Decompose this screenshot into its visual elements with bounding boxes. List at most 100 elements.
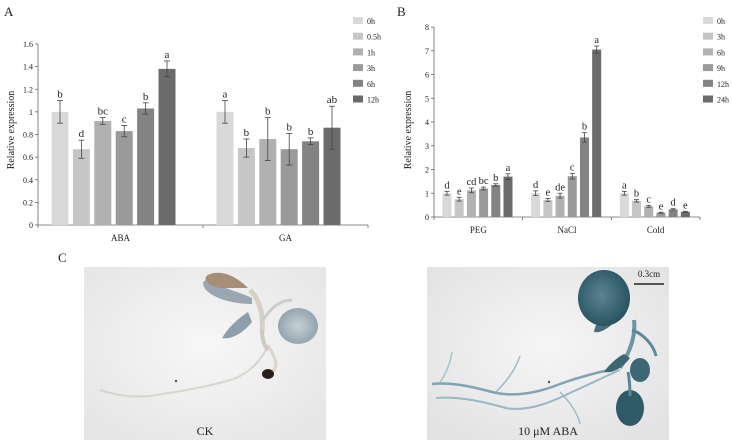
chart-b-legend-swatch xyxy=(703,95,713,103)
chart-b-y-tick-label: 6 xyxy=(425,71,429,80)
chart-a-y-tick-label: 1 xyxy=(29,108,33,117)
chart-b-bar xyxy=(567,176,577,217)
chart-b-legend-swatch xyxy=(703,79,713,87)
caption-aba: 10 μM ABA xyxy=(518,424,578,438)
chart-b-significance-letter: b xyxy=(634,189,639,200)
chart-b-bar xyxy=(543,199,553,217)
chart-b-legend-swatch xyxy=(703,17,713,24)
chart-b-bar xyxy=(592,49,602,217)
panel-letter-a: A xyxy=(4,4,14,19)
chart-b-legend-swatch xyxy=(703,32,713,40)
chart-a: Relative expression 0 0.2 0.4 0.6 0.8 1 1.2 1.4… xyxy=(6,17,381,243)
chart-b-bar xyxy=(632,200,642,217)
chart-a-bar xyxy=(216,111,234,225)
chart-b: Relative expression 0 1 2 3 4 5 6 7 8 PEG NaCl Cold… xyxy=(403,17,729,235)
chart-b-y-tick-label: 7 xyxy=(425,47,429,56)
chart-b-bar xyxy=(491,184,501,217)
chart-a-significance-letter: b xyxy=(244,127,250,139)
chart-b-significance-letter: b xyxy=(582,122,587,133)
chart-b-significance-letter: a xyxy=(506,163,511,174)
chart-a-y-tick-label: 1.2 xyxy=(23,85,33,94)
chart-b-significance-letter: d xyxy=(533,180,539,191)
chart-a-ylabel: Relative expression xyxy=(6,91,17,170)
chart-a-y-tick-label: 0.2 xyxy=(23,198,33,207)
chart-b-bar xyxy=(644,206,654,217)
chart-a-y-tick-label: 0.4 xyxy=(23,176,33,185)
chart-b-y-tick-label: 1 xyxy=(425,189,429,198)
chart-b-significance-letter: d xyxy=(671,198,677,209)
chart-a-bar xyxy=(51,111,69,225)
chart-b-bar xyxy=(479,188,489,217)
panel-letter-b: B xyxy=(397,4,406,19)
chart-b-bar xyxy=(442,193,452,217)
chart-b-bar xyxy=(531,193,541,217)
chart-a-bar xyxy=(259,139,277,225)
chart-b-significance-letter: e xyxy=(683,200,688,211)
chart-b-significance-letter: e xyxy=(457,186,462,197)
chart-b-x-tick-label: NaCl xyxy=(558,225,577,235)
chart-a-y-tick-label: 0 xyxy=(29,221,33,230)
chart-a-significance-letter: ab xyxy=(327,94,338,106)
chart-b-legend-swatch xyxy=(703,64,713,72)
chart-a-bar xyxy=(158,68,176,225)
chart-a-significance-letter: b xyxy=(57,89,63,101)
chart-b-bar xyxy=(454,199,464,217)
chart-b-y-tick-label: 3 xyxy=(425,142,429,151)
chart-b-legend-label: 9h xyxy=(717,64,725,73)
chart-b-y-tick-label: 5 xyxy=(425,94,429,103)
chart-a-x-tick-label: ABA xyxy=(111,233,131,243)
chart-a-significance-letter: b xyxy=(308,126,314,138)
chart-a-bar xyxy=(137,108,155,225)
chart-b-significance-letter: c xyxy=(570,162,575,173)
chart-b-bar xyxy=(579,137,589,217)
chart-a-y-tick-label: 0.8 xyxy=(23,131,33,140)
chart-a-legend-label: 12h xyxy=(367,96,379,105)
chart-b-x-tick-label: Cold xyxy=(647,225,665,235)
chart-a-significance-letter: a xyxy=(165,49,170,61)
chart-b-legend-label: 24h xyxy=(717,96,729,105)
caption-ck: CK xyxy=(197,424,214,438)
chart-b-significance-letter: de xyxy=(555,182,565,193)
chart-a-significance-letter: b xyxy=(286,121,292,133)
chart-b-y-tick-label: 0 xyxy=(425,213,429,222)
photo-ck: CK xyxy=(84,267,326,440)
chart-b-legend-label: 12h xyxy=(717,80,729,89)
chart-a-legend-label: 0.5h xyxy=(367,33,381,42)
chart-a-x-tick-label: GA xyxy=(279,233,292,243)
chart-b-bar xyxy=(503,176,513,217)
chart-b-ylabel: Relative expression xyxy=(403,91,414,170)
chart-a-legend-label: 0h xyxy=(367,17,375,26)
chart-a-bar xyxy=(115,131,133,225)
chart-a-legend-swatch xyxy=(353,17,363,24)
chart-a-y-tick-label: 1.6 xyxy=(23,40,33,49)
chart-a-bar xyxy=(302,141,320,225)
chart-b-significance-letter: c xyxy=(646,194,651,205)
chart-b-legend-label: 6h xyxy=(717,48,725,57)
chart-b-significance-letter: b xyxy=(493,173,498,184)
chart-a-significance-letter: b xyxy=(143,91,149,103)
chart-a-significance-letter: b xyxy=(265,106,271,118)
chart-b-legend-swatch xyxy=(703,48,713,56)
chart-b-significance-letter: bc xyxy=(479,176,489,187)
chart-b-significance-letter: d xyxy=(444,180,450,191)
chart-a-legend-label: 6h xyxy=(367,80,375,89)
chart-a-legend-label: 1h xyxy=(367,48,375,57)
chart-b-bar xyxy=(466,190,476,217)
chart-b-bar xyxy=(555,195,565,217)
chart-b-y-tick-label: 2 xyxy=(425,166,429,175)
chart-a-significance-letter: a xyxy=(223,89,228,101)
chart-b-y-tick-label: 4 xyxy=(425,118,429,127)
chart-a-bar xyxy=(94,120,112,225)
chart-a-legend-swatch xyxy=(353,79,363,87)
chart-a-bar xyxy=(323,127,341,225)
chart-a-y-tick-label: 1.4 xyxy=(23,63,33,72)
chart-a-legend-swatch xyxy=(353,64,363,72)
chart-b-bar xyxy=(680,211,690,217)
chart-b-y-tick-label: 8 xyxy=(425,23,429,32)
chart-b-x-tick-label: PEG xyxy=(470,225,488,235)
chart-a-bar xyxy=(72,149,90,225)
chart-b-significance-letter: a xyxy=(594,35,599,46)
chart-b-legend-label: 0h xyxy=(717,17,725,26)
chart-a-legend-swatch xyxy=(353,48,363,56)
